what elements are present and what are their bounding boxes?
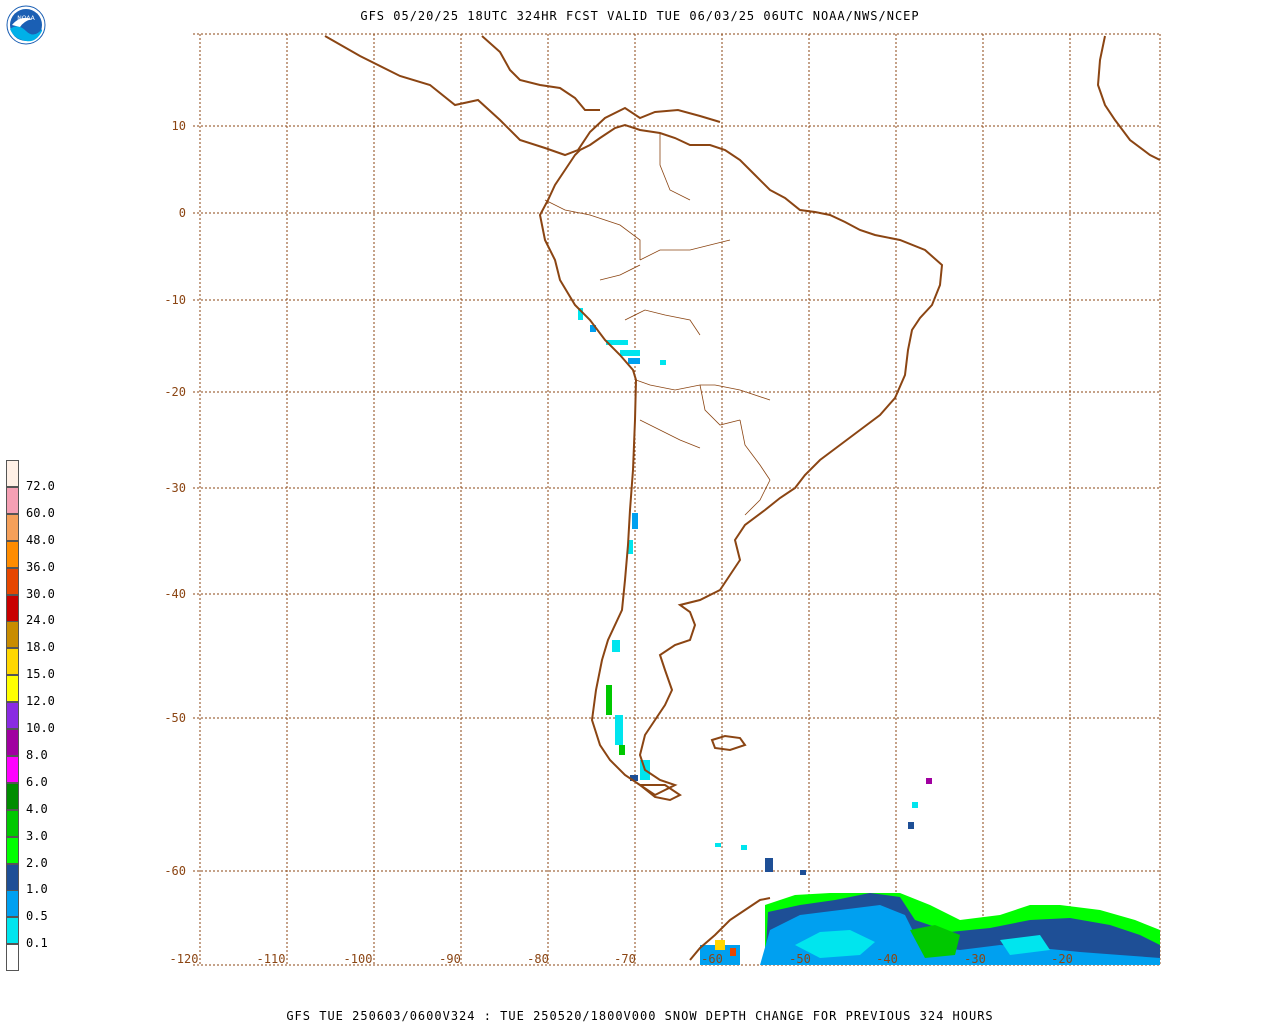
lat-label: -40 [164,587,186,601]
lon-label: -80 [527,952,549,966]
legend-label: 36.0 [26,559,55,574]
lon-label: -120 [170,952,199,966]
map-title: GFS 05/20/25 18UTC 324HR FCST VALID TUE … [360,9,920,23]
lat-label: 10 [172,119,186,133]
legend-label: 72.0 [26,478,55,493]
legend-label: 0.5 [26,909,48,924]
legend-swatch [6,648,19,676]
legend-swatch [6,486,19,514]
legend-swatch [6,890,19,918]
legend-label: 0.1 [26,936,48,951]
legend-swatch [6,836,19,864]
lat-label: -10 [164,293,186,307]
legend-label: 4.0 [26,801,48,816]
legend-label: 10.0 [26,721,55,735]
legend-swatch [6,460,19,487]
legend-swatch [6,540,19,568]
legend-swatch [6,863,19,891]
legend-swatch [6,782,19,810]
lat-label: -50 [164,711,186,725]
lon-label: -60 [701,952,723,966]
lat-label: -30 [164,481,186,495]
legend-swatch [6,594,19,622]
lon-label: -100 [344,952,373,966]
lon-label: -50 [789,952,811,966]
legend-swatch [6,675,19,703]
legend-swatch [6,729,19,756]
legend-swatch [6,755,19,783]
legend-label: 8.0 [26,747,48,762]
legend-label: 24.0 [26,613,55,628]
noaa-logo: NOAA [6,5,46,45]
lat-label: -20 [164,385,186,399]
lat-label: 0 [179,206,186,220]
legend-swatch [6,621,19,649]
lat-labels: 10 0 -10 -20 -30 -40 -50 -60 [164,119,186,878]
legend-label: 60.0 [26,505,55,520]
legend-swatch [6,513,19,541]
legend-label: 2.0 [26,855,48,870]
legend-label: 12.0 [26,694,55,709]
legend-swatch [6,567,19,595]
legend-label: 6.0 [26,774,48,789]
legend-swatch [6,809,19,837]
legend-swatch [6,702,19,730]
coastlines [324,35,1161,961]
lat-label: -60 [164,864,186,878]
legend-label: 1.0 [26,882,48,897]
country-borders [544,133,771,516]
legend-label: 18.0 [26,640,55,655]
lat-lon-grid [193,33,1161,966]
legend-label: 3.0 [26,828,48,843]
lon-label: -110 [257,952,286,966]
legend-label: 48.0 [26,532,55,547]
legend-swatch [6,944,19,972]
legend-label: 15.0 [26,667,55,682]
lon-label: -30 [964,952,986,966]
lon-labels: -120 -110 -100 -90 -80 -70 -60 -50 -40 -… [170,952,1073,966]
lon-label: -90 [439,952,461,966]
snow-shading [578,308,1160,965]
lon-label: -40 [876,952,898,966]
lon-label: -20 [1051,952,1073,966]
legend-label: 30.0 [26,586,55,601]
svg-text:NOAA: NOAA [17,15,35,22]
legend-swatch [6,917,19,945]
map-footer: GFS TUE 250603/0600V324 : TUE 250520/180… [286,1009,994,1023]
lon-label: -70 [614,952,636,966]
